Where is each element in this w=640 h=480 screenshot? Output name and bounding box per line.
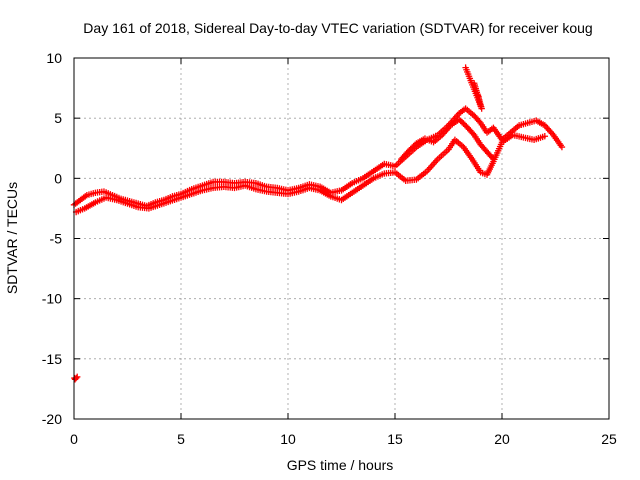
x-tick-labels: 0 5 10 15 20 25	[70, 431, 617, 447]
y-tick-label: 0	[54, 170, 62, 186]
x-tick-label: 5	[177, 431, 185, 447]
x-tick-label: 0	[70, 431, 78, 447]
y-tick-label: -20	[42, 411, 62, 427]
data-point	[490, 155, 497, 163]
data-points	[70, 64, 566, 383]
series-outlier	[71, 373, 81, 383]
x-tick-label: 10	[280, 431, 296, 447]
data-point	[488, 154, 496, 161]
data-point	[410, 143, 417, 150]
data-point	[462, 64, 469, 71]
data-point	[404, 148, 412, 156]
grid	[74, 58, 609, 419]
y-axis-label: SDTVAR / TECUs	[4, 182, 20, 294]
data-point	[476, 118, 483, 125]
series-track-c	[398, 116, 497, 163]
series-track-a	[70, 105, 566, 210]
y-tick-label: -5	[50, 231, 63, 247]
data-point	[74, 373, 81, 381]
x-tick-label: 20	[494, 431, 510, 447]
series-track-b	[72, 131, 548, 216]
data-point	[458, 118, 466, 126]
data-point	[541, 133, 548, 140]
x-tick-label: 15	[387, 431, 403, 447]
x-tick-label: 25	[601, 431, 617, 447]
series-spike	[462, 64, 485, 112]
data-point	[460, 120, 467, 127]
y-tick-label: 10	[46, 50, 62, 66]
y-tick-label: 5	[54, 110, 62, 126]
data-point	[457, 117, 464, 124]
data-point	[406, 147, 413, 154]
data-point	[408, 144, 416, 151]
x-axis-label: GPS time / hours	[287, 457, 394, 473]
data-point	[407, 145, 414, 153]
axis-ticks	[73, 57, 610, 420]
y-tick-label: -10	[42, 291, 62, 307]
chart-title: Day 161 of 2018, Sidereal Day-to-day VTE…	[83, 20, 592, 36]
y-tick-label: -15	[42, 351, 62, 367]
data-point	[456, 116, 463, 123]
data-point	[469, 130, 477, 137]
data-point	[461, 121, 469, 129]
y-tick-labels: -20 -15 -10 -5 0 5 10	[42, 50, 62, 427]
data-point	[558, 143, 566, 151]
